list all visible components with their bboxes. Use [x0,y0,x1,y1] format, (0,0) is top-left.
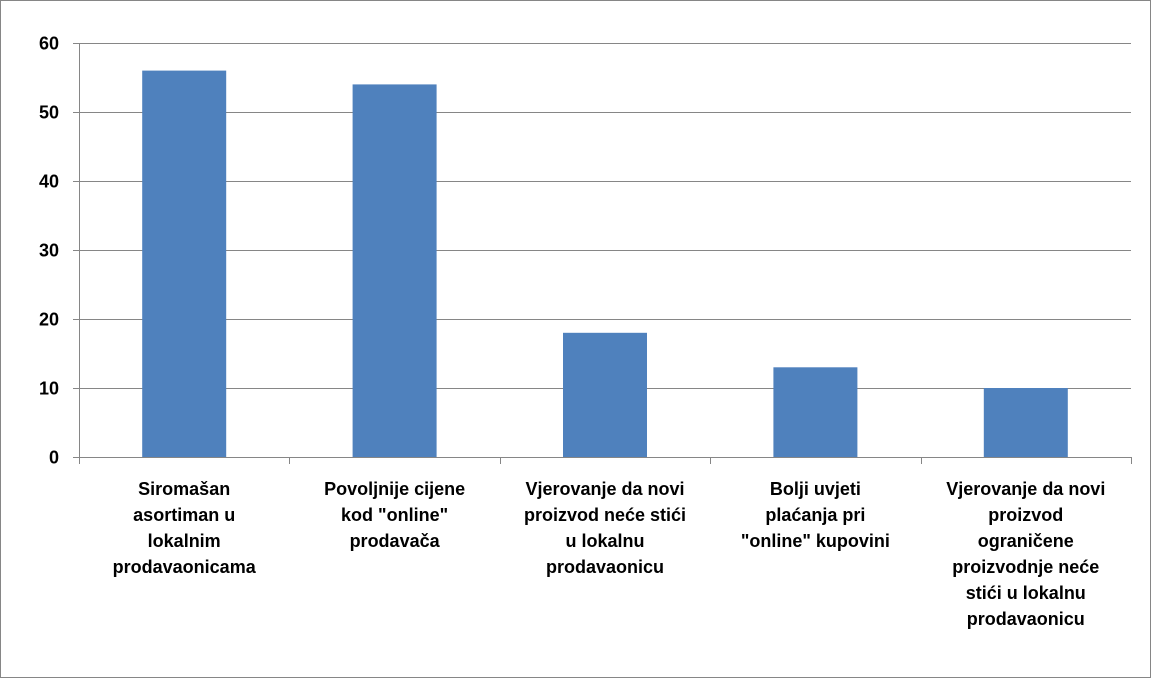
x-category-label: Vjerovanje da novi proizvod ograničene p… [946,479,1106,629]
axes [73,43,1132,464]
bar [773,367,858,457]
y-tick-label: 0 [49,448,59,468]
bar [142,70,227,457]
x-category-label: Povoljnije cijene kod "online" prodavača [324,479,466,551]
x-category-label: Siromašan asortiman u lokalnim prodavaon… [112,479,256,577]
bars [142,70,1068,458]
y-tick-label: 40 [39,172,59,192]
y-tick-labels: 0 10 20 30 40 50 60 [39,34,59,468]
bar [563,332,647,457]
y-tick-label: 60 [39,34,59,54]
y-tick-label: 20 [39,310,59,330]
y-tick-label: 50 [39,103,59,123]
y-tick-label: 10 [39,379,59,399]
bar [352,84,437,458]
gridlines [73,43,1131,389]
x-category-label: Bolji uvjeti plaćanja pri "online" kupov… [740,479,890,551]
y-tick-label: 30 [39,241,59,261]
x-category-label: Vjerovanje da novi proizvod neće stići u… [523,479,687,577]
bar [983,388,1068,457]
